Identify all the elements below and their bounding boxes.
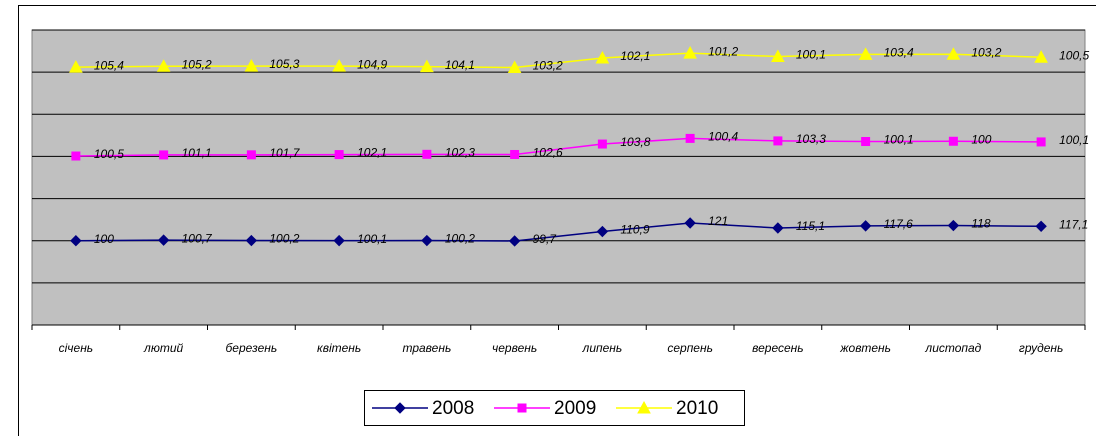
- marker: [69, 60, 83, 73]
- series-line: [75, 222, 1042, 242]
- legend-label: 2010: [676, 398, 718, 419]
- data-label: 100,5: [1059, 48, 1089, 62]
- marker: [421, 234, 433, 247]
- marker: [333, 234, 345, 247]
- marker: [858, 47, 873, 60]
- marker: [246, 150, 256, 160]
- marker: [596, 225, 609, 238]
- marker: [510, 149, 520, 159]
- data-label: 100,1: [796, 48, 826, 62]
- data-label: 103,8: [620, 135, 650, 149]
- marker: [1035, 220, 1047, 233]
- data-label: 100,2: [445, 232, 475, 246]
- marker: [244, 59, 259, 72]
- data-label: 115,1: [796, 219, 825, 233]
- data-label: 105,2: [182, 57, 212, 71]
- x-tick-label: квітень: [317, 341, 361, 355]
- marker: [773, 136, 783, 146]
- marker: [245, 234, 258, 247]
- x-tick-label: червень: [492, 341, 537, 355]
- legend-label: 2009: [554, 398, 596, 419]
- data-label: 100,1: [357, 232, 387, 246]
- series-line: [75, 52, 1042, 69]
- data-label: 121: [708, 214, 728, 228]
- marker: [517, 403, 527, 413]
- data-label: 101,1: [182, 146, 212, 160]
- marker: [946, 47, 961, 60]
- marker: [684, 217, 696, 229]
- x-tick-label: липень: [582, 341, 623, 355]
- x-tick-label: березень: [226, 341, 278, 355]
- x-tick-label: серпень: [667, 341, 713, 355]
- marker: [332, 59, 346, 72]
- marker: [771, 49, 785, 63]
- x-tick-label: жовтень: [839, 341, 891, 355]
- data-label: 102,3: [445, 145, 475, 159]
- marker: [420, 59, 434, 73]
- data-label: 105,3: [269, 57, 299, 71]
- data-label: 103,3: [796, 132, 826, 146]
- data-label: 103,4: [884, 46, 914, 60]
- data-label: 105,4: [94, 58, 124, 72]
- marker: [597, 139, 607, 149]
- marker: [422, 149, 432, 159]
- data-label: 102,6: [533, 146, 563, 160]
- marker: [394, 402, 406, 414]
- x-tick-label: травень: [402, 341, 451, 355]
- data-label: 100,1: [1059, 133, 1089, 147]
- data-label: 100,5: [94, 147, 124, 161]
- marker: [861, 137, 871, 147]
- data-label: 103,2: [533, 59, 563, 73]
- marker: [71, 151, 81, 161]
- marker: [507, 60, 522, 74]
- marker: [334, 150, 344, 160]
- marker: [859, 220, 872, 232]
- marker: [947, 219, 960, 232]
- marker: [637, 400, 651, 414]
- marker: [772, 222, 784, 234]
- data-label: 102,1: [357, 146, 387, 160]
- data-label: 100,7: [182, 231, 213, 245]
- marker: [156, 59, 171, 72]
- data-label: 117,1: [1059, 217, 1088, 231]
- marker: [159, 150, 169, 160]
- marker: [508, 235, 521, 247]
- series-line: [75, 137, 1042, 157]
- marker: [70, 235, 82, 247]
- plot-area: [31, 29, 1086, 326]
- data-label: 101,2: [708, 44, 738, 58]
- data-label: 102,1: [620, 49, 650, 63]
- marker: [595, 50, 610, 64]
- x-tick-label: лютий: [143, 341, 183, 355]
- data-label: 100: [94, 232, 114, 246]
- legend-label: 2008: [432, 398, 474, 419]
- x-tick-label: грудень: [1019, 341, 1063, 355]
- marker: [948, 136, 958, 146]
- data-label: 100,1: [884, 133, 914, 147]
- marker: [685, 133, 695, 143]
- marker: [157, 234, 170, 246]
- data-label: 117,6: [884, 217, 913, 231]
- marker: [1036, 137, 1046, 147]
- data-label: 100,4: [708, 130, 738, 144]
- data-label: 100: [971, 132, 991, 146]
- data-label: 110,9: [620, 223, 649, 237]
- data-label: 104,1: [445, 58, 475, 72]
- data-label: 101,7: [269, 146, 300, 160]
- data-label: 104,9: [357, 57, 387, 71]
- data-label: 100,2: [269, 232, 299, 246]
- marker: [1034, 50, 1048, 63]
- marker: [683, 46, 697, 59]
- data-label: 118: [971, 217, 990, 231]
- x-tick-label: січень: [59, 341, 93, 355]
- data-label: 103,2: [971, 45, 1001, 59]
- data-label: 99,7: [533, 232, 558, 246]
- x-tick-label: листопад: [924, 341, 981, 355]
- x-tick-label: вересень: [752, 341, 803, 355]
